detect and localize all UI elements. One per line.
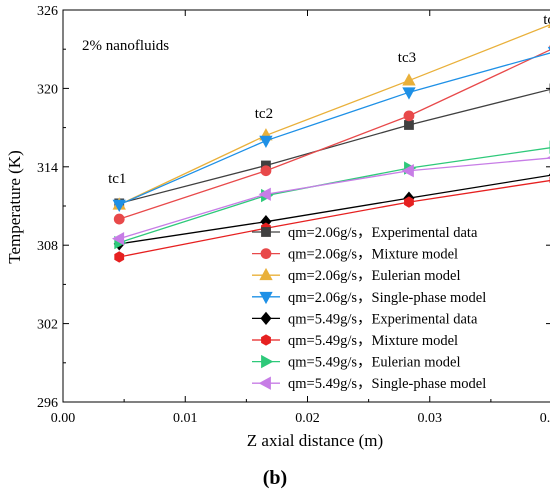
x-tick-label: 0.04	[540, 411, 550, 426]
y-tick-label: 302	[37, 318, 58, 333]
legend-label: qm=2.06g/s，Single-phase model	[288, 290, 486, 306]
legend-entry-6: qm=5.49g/s，Mixture model	[252, 333, 458, 349]
legend-entry-7: qm=5.49g/s，Eulerian model	[252, 355, 461, 371]
legend-label: qm=5.49g/s，Eulerian model	[288, 355, 461, 371]
data-point	[259, 135, 273, 149]
legend-label: qm=2.06g/s，Experimental data	[288, 225, 478, 241]
axes: 0.00 0.01 0.02 0.03 0.04 296 302 308 314 320 326 tc…	[37, 4, 550, 426]
chart-annotation: 2% nanofluids	[82, 38, 169, 54]
data-point	[260, 165, 272, 177]
y-tick-label: 308	[37, 239, 58, 254]
y-tick-label: 326	[37, 4, 58, 19]
data-point	[114, 251, 125, 263]
x-tick-label: 0.03	[418, 411, 443, 426]
figure-caption: (b)	[262, 467, 288, 489]
data-point	[113, 213, 125, 225]
series-line	[118, 52, 550, 206]
point-label: tc2	[255, 106, 273, 122]
legend-label: qm=2.06g/s，Mixture model	[288, 247, 458, 263]
series-line	[119, 157, 550, 240]
data-point	[404, 196, 414, 208]
series-3	[112, 23, 550, 210]
point-label: tc3	[398, 50, 416, 66]
legend: qm=2.06g/s，Experimental data qm=2.06g/s，M…	[252, 225, 486, 392]
y-axis-label: Temperature (K)	[5, 150, 24, 264]
legend-label: qm=5.49g/s，Mixture model	[288, 333, 458, 349]
legend-entry-4: qm=2.06g/s，Single-phase model	[252, 290, 486, 306]
series-4	[112, 46, 550, 213]
series-line	[119, 174, 550, 245]
series-line	[119, 49, 550, 220]
legend-marker	[258, 376, 271, 390]
data-point	[112, 199, 126, 213]
legend-label: qm=2.06g/s，Eulerian model	[288, 268, 461, 284]
legend-marker	[259, 267, 273, 281]
x-axis-label: Z axial distance (m)	[247, 431, 383, 450]
legend-marker	[261, 227, 271, 237]
x-tick-label: 0.01	[173, 411, 198, 426]
legend-entry-2: qm=2.06g/s，Mixture model	[252, 247, 458, 263]
data-point	[258, 187, 271, 201]
legend-marker	[259, 291, 273, 305]
legend-entry-8: qm=5.49g/s，Single-phase model	[252, 376, 486, 392]
point-label: tc4	[543, 12, 550, 28]
legend-marker	[260, 311, 272, 326]
series-layer	[111, 23, 550, 263]
series-8	[111, 156, 550, 246]
point-label: tc1	[108, 171, 126, 187]
data-point	[404, 120, 414, 130]
y-tick-label: 320	[37, 82, 58, 97]
series-line	[118, 24, 550, 206]
data-point	[401, 164, 414, 178]
legend-entry-5: qm=5.49g/s，Experimental data	[252, 311, 478, 327]
legend-marker	[260, 248, 272, 260]
x-tick-label: 0.02	[295, 411, 320, 426]
data-point	[402, 73, 416, 86]
legend-marker	[261, 334, 271, 346]
y-tick-label: 296	[37, 396, 58, 411]
data-point	[403, 110, 415, 122]
legend-label: qm=5.49g/s，Single-phase model	[288, 376, 486, 392]
y-tick-label: 314	[37, 161, 58, 176]
data-point	[111, 231, 125, 246]
legend-entry-3: qm=2.06g/s，Eulerian model	[252, 267, 461, 284]
data-point	[402, 87, 416, 100]
legend-marker	[261, 354, 274, 369]
x-tick-label: 0.00	[51, 411, 76, 426]
data-point	[547, 156, 550, 160]
series-2	[113, 44, 550, 225]
series-line	[119, 179, 550, 258]
legend-label: qm=5.49g/s，Experimental data	[288, 311, 478, 327]
series-line	[119, 88, 550, 205]
legend-entry-1: qm=2.06g/s，Experimental data	[252, 225, 478, 241]
